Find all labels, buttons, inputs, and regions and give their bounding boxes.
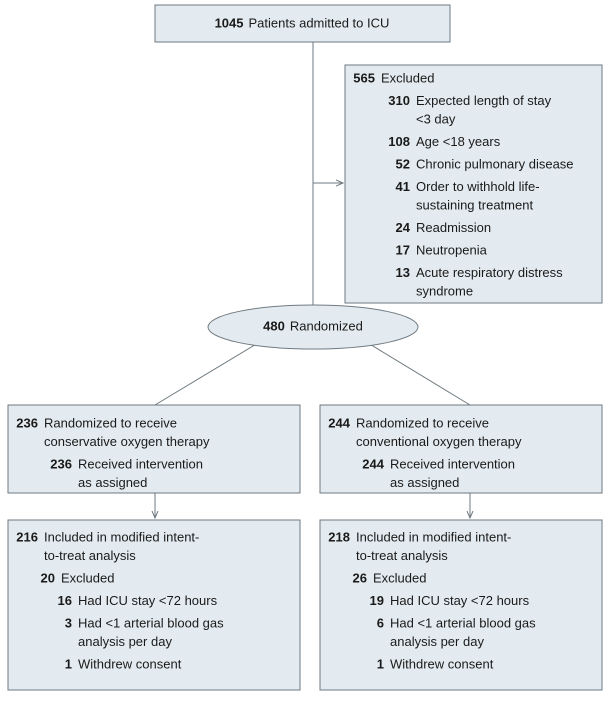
excluded-box — [344, 64, 603, 304]
analysis-box — [7, 519, 301, 691]
label: as assigned — [78, 475, 147, 490]
count: 13 — [396, 265, 410, 280]
label: Included in modified intent- — [44, 529, 199, 544]
count: 108 — [388, 134, 410, 149]
count: 310 — [388, 93, 410, 108]
label: Included in modified intent- — [356, 529, 511, 544]
count: 244 — [328, 415, 350, 430]
count: 16 — [58, 593, 72, 608]
count: 19 — [370, 593, 384, 608]
label: as assigned — [390, 475, 459, 490]
count: 1045 — [215, 15, 244, 30]
randomized-ellipse — [207, 304, 419, 350]
count: 52 — [396, 156, 410, 171]
count: 565 — [353, 70, 375, 85]
admitted-box — [154, 4, 451, 43]
label: Readmission — [416, 220, 491, 235]
analysis-box — [319, 519, 603, 691]
label: Randomized — [290, 318, 363, 333]
count: 1 — [377, 656, 384, 671]
count: 26 — [353, 570, 367, 585]
count: 20 — [41, 570, 55, 585]
count: 244 — [362, 456, 384, 471]
label: Withdrew consent — [78, 656, 182, 671]
label: analysis per day — [390, 634, 484, 649]
label: Had <1 arterial blood gas — [390, 615, 536, 630]
arm-box — [319, 404, 603, 494]
label: Excluded — [61, 570, 114, 585]
label: Randomized to receive — [356, 415, 489, 430]
label: Patients admitted to ICU — [249, 15, 390, 30]
count: 216 — [16, 529, 38, 544]
connector — [367, 342, 471, 406]
count: 236 — [16, 415, 38, 430]
label: Neutropenia — [416, 242, 488, 257]
count: 218 — [328, 529, 350, 544]
label: Withdrew consent — [390, 656, 494, 671]
label: to-treat analysis — [356, 548, 448, 563]
count: 3 — [65, 615, 72, 630]
count: 41 — [396, 179, 410, 194]
label: Age <18 years — [416, 134, 501, 149]
count: 24 — [396, 220, 411, 235]
label: Excluded — [373, 570, 426, 585]
label: conservative oxygen therapy — [44, 434, 210, 449]
label: Received intervention — [390, 456, 515, 471]
label: sustaining treatment — [416, 197, 533, 212]
label: Randomized to receive — [44, 415, 177, 430]
label: Excluded — [381, 70, 434, 85]
label: Had ICU stay <72 hours — [390, 593, 530, 608]
label: Acute respiratory distress — [416, 265, 563, 280]
count: 480 — [263, 318, 285, 333]
count: 1 — [65, 656, 72, 671]
label: Chronic pulmonary disease — [416, 156, 574, 171]
count: 6 — [377, 615, 384, 630]
label: to-treat analysis — [44, 548, 136, 563]
label: syndrome — [416, 283, 473, 298]
label: Had <1 arterial blood gas — [78, 615, 224, 630]
label: <3 day — [416, 111, 456, 126]
connector — [154, 342, 259, 406]
arm-box — [7, 404, 301, 494]
label: Received intervention — [78, 456, 203, 471]
label: Had ICU stay <72 hours — [78, 593, 218, 608]
count: 236 — [50, 456, 72, 471]
label: Order to withhold life- — [416, 179, 540, 194]
count: 17 — [396, 242, 410, 257]
label: Expected length of stay — [416, 93, 552, 108]
label: analysis per day — [78, 634, 172, 649]
label: conventional oxygen therapy — [356, 434, 522, 449]
